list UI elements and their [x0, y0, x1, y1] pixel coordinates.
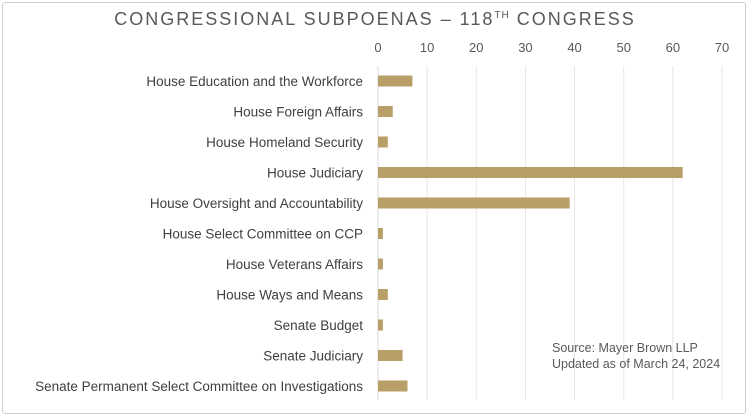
x-tick-label: 70 [715, 40, 729, 55]
chart-frame [2, 2, 746, 414]
title-superscript: TH [494, 10, 510, 21]
bar [378, 197, 570, 209]
x-tick-label: 20 [469, 40, 483, 55]
source-annotation: Source: Mayer Brown LLP Updated as of Ma… [552, 340, 720, 372]
x-tick-label: 0 [374, 40, 381, 55]
x-tick-label: 40 [567, 40, 581, 55]
bar [378, 258, 383, 270]
category-label: House Ways and Means [216, 288, 363, 303]
category-label: Senate Judiciary [263, 349, 363, 364]
bar [378, 228, 383, 239]
bar [378, 136, 388, 148]
category-label: Senate Permanent Select Committee on Inv… [35, 379, 363, 394]
chart-title: CONGRESSIONAL SUBPOENAS – 118TH CONGRESS [0, 9, 750, 30]
category-label: House Homeland Security [206, 135, 363, 150]
bar [378, 167, 683, 178]
source-line: Source: Mayer Brown LLP [552, 341, 698, 355]
updated-line: Updated as of March 24, 2024 [552, 357, 721, 371]
x-tick-label: 30 [518, 40, 532, 55]
category-label: House Select Committee on CCP [163, 227, 363, 242]
category-label: House Judiciary [267, 166, 363, 181]
bar [378, 380, 408, 392]
bar [378, 319, 383, 331]
title-suffix: CONGRESS [509, 9, 636, 29]
x-tick-label: 10 [420, 40, 434, 55]
bar [378, 106, 393, 117]
category-label: Senate Budget [274, 318, 364, 333]
x-tick-label: 50 [616, 40, 630, 55]
category-label: House Oversight and Accountability [150, 196, 363, 211]
title-text: CONGRESSIONAL SUBPOENAS – 118 [114, 9, 495, 29]
bar [378, 289, 388, 300]
bar [378, 350, 403, 361]
category-label: House Education and the Workforce [146, 74, 363, 89]
bar [378, 75, 413, 87]
category-label: House Veterans Affairs [226, 257, 363, 272]
x-tick-label: 60 [666, 40, 680, 55]
category-label: House Foreign Affairs [233, 105, 363, 120]
